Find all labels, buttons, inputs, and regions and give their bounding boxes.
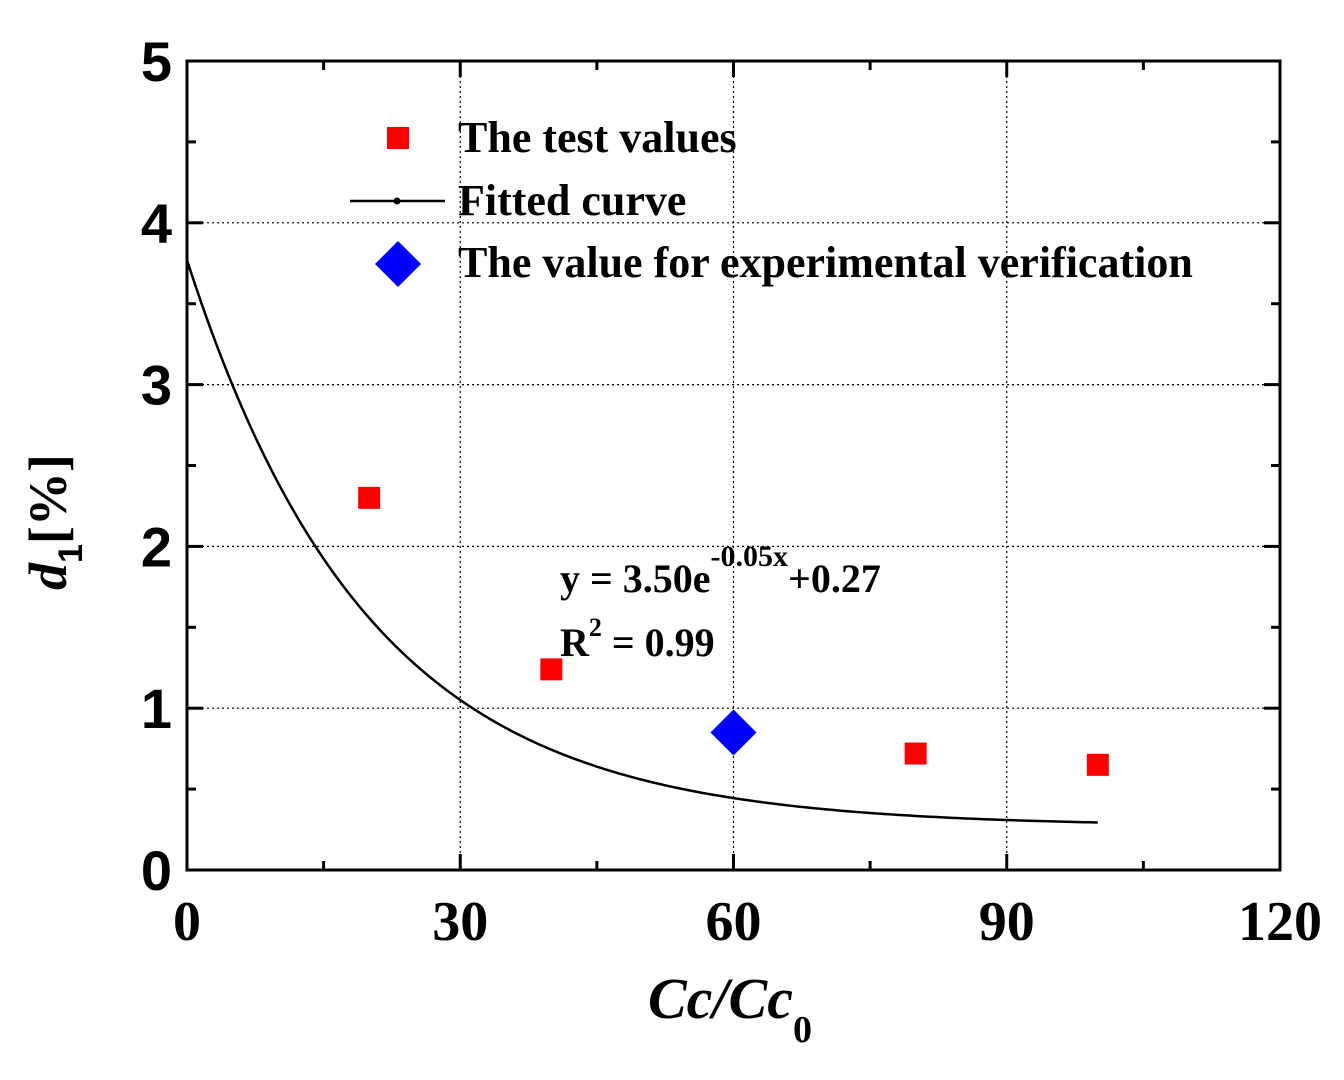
equation-text: y = 3.50e-0.05x+0.27 (560, 540, 881, 601)
tick-labels: 0 30 60 90 120 0 1 2 3 4 5 (141, 30, 1322, 953)
legend-diamond-marker (375, 241, 421, 287)
y-tick-label: 2 (141, 515, 172, 578)
r-squared-text: R2 = 0.99 (560, 613, 715, 665)
grid-lines (187, 61, 1280, 870)
r-squared-lhs: R (560, 620, 590, 665)
x-axis-label: Cc/Cc0 (648, 966, 812, 1051)
verification-point (710, 709, 757, 756)
y-axis-label: d1[%] (18, 454, 90, 590)
fitted-curve-line (185, 259, 1098, 824)
x-tick-label: 90 (979, 891, 1035, 953)
data-series (185, 259, 1109, 824)
y-tick-label: 4 (141, 192, 172, 255)
equation-rhs: +0.27 (788, 556, 881, 601)
y-tick-label: 5 (141, 30, 172, 93)
legend: The test values Fitted curve The value f… (350, 113, 1193, 287)
x-tick-label: 120 (1238, 891, 1322, 953)
test-value-point (904, 742, 927, 765)
y-tick-label: 1 (141, 677, 172, 740)
y-axis-label-main: d (18, 562, 78, 590)
legend-line-dot (393, 197, 401, 205)
x-axis-label-main: Cc/Cc (648, 966, 793, 1031)
x-axis-label-subscript: 0 (793, 1009, 812, 1051)
x-tick-label: 30 (432, 891, 488, 953)
legend-label-fitted-curve: Fitted curve (458, 176, 686, 225)
equation-lhs: y = 3.50e (560, 556, 711, 601)
y-axis-label-subscript: 1 (52, 544, 90, 563)
plot-frame (185, 59, 1282, 872)
y-tick-label: 3 (141, 354, 172, 417)
r-squared-exponent: 2 (589, 613, 602, 642)
test-value-point (358, 486, 381, 509)
test-value-point (540, 658, 563, 681)
y-tick-label: 0 (141, 839, 172, 902)
equation-exponent: -0.05x (711, 540, 789, 573)
x-tick-label: 60 (706, 891, 762, 953)
test-value-point (1086, 753, 1109, 776)
r-squared-rhs: = 0.99 (602, 620, 715, 665)
legend-label-test-values: The test values (458, 113, 737, 162)
legend-label-verification: The value for experimental verification (458, 238, 1193, 287)
y-axis-label-unit: [%] (18, 454, 78, 544)
legend-square-marker (387, 127, 409, 149)
fit-equation-annotation: y = 3.50e-0.05x+0.27 R2 = 0.99 (560, 540, 881, 665)
x-tick-label: 0 (173, 891, 201, 953)
